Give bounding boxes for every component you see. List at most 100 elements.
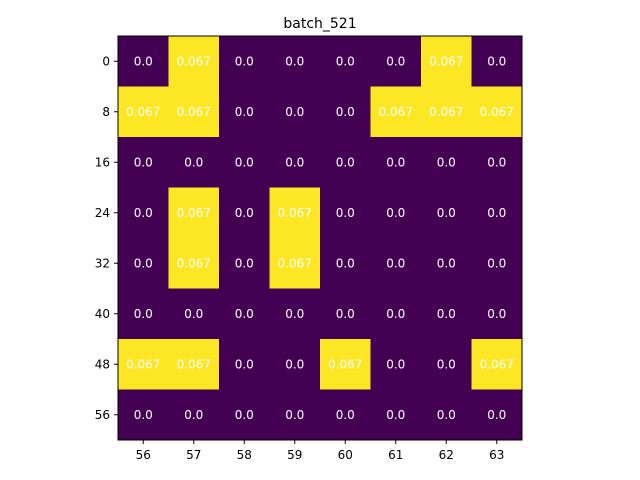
cell-value-label: 0.0	[487, 307, 506, 321]
cell-value-label: 0.0	[235, 206, 254, 220]
cell-value-label: 0.0	[285, 155, 304, 169]
heatmap-cell	[471, 238, 523, 289]
heatmap-cell	[320, 187, 371, 239]
chart-title: batch_521	[283, 16, 356, 32]
y-tick-label: 0	[102, 54, 110, 68]
y-tick-label: 8	[102, 105, 110, 119]
x-tick-label: 63	[489, 448, 504, 462]
cell-value-label: 0.067	[480, 357, 514, 371]
cell-value-label: 0.067	[278, 206, 312, 220]
heatmap-cell	[320, 288, 371, 340]
cell-value-label: 0.0	[386, 155, 405, 169]
cell-value-label: 0.0	[184, 408, 203, 422]
cell-value-label: 0.0	[336, 155, 355, 169]
cell-value-label: 0.0	[134, 155, 153, 169]
x-tick-label: 61	[388, 448, 403, 462]
cell-value-label: 0.0	[285, 408, 304, 422]
cell-value-label: 0.067	[177, 206, 211, 220]
heatmap-cell	[421, 187, 472, 239]
y-axis: 0 8 16 24 32 40 48 56	[95, 54, 118, 422]
heatmap-cell	[471, 187, 523, 239]
heatmap-cell	[471, 288, 523, 340]
heatmap-cell	[471, 36, 523, 87]
cell-value-label: 0.067	[379, 105, 413, 119]
x-tick-label: 56	[136, 448, 151, 462]
cell-value-label: 0.067	[328, 357, 362, 371]
cell-value-label: 0.0	[134, 206, 153, 220]
cell-value-label: 0.0	[235, 307, 254, 321]
y-tick-label: 16	[95, 155, 110, 169]
heatmap-cell	[269, 339, 321, 390]
cell-value-label: 0.067	[429, 54, 463, 68]
cell-value-label: 0.0	[437, 307, 456, 321]
cell-value-label: 0.067	[480, 105, 514, 119]
cell-value-label: 0.0	[336, 54, 355, 68]
heatmap-cell	[118, 36, 169, 87]
cell-value-label: 0.0	[285, 105, 304, 119]
cell-value-label: 0.0	[487, 206, 506, 220]
heatmap-cell-labels: 0.0 0.067 0.0 0.0 0.0 0.0 0.067 0.0 0.067 0.067 0.…	[126, 54, 514, 422]
heatmap-cell	[118, 187, 169, 239]
y-tick-label: 24	[95, 206, 110, 220]
heatmap-cell	[320, 339, 371, 390]
cell-value-label: 0.067	[177, 54, 211, 68]
cell-value-label: 0.0	[336, 408, 355, 422]
heatmap-cell	[168, 36, 220, 87]
heatmap-cell	[471, 339, 523, 390]
heatmap-cells	[118, 36, 523, 441]
heatmap-cell	[421, 288, 472, 340]
x-tick-label: 62	[439, 448, 454, 462]
heatmap-cell	[370, 238, 422, 289]
heatmap-cell	[168, 187, 220, 239]
cell-value-label: 0.0	[386, 357, 405, 371]
heatmap-cell	[370, 187, 422, 239]
heatmap-cell	[118, 238, 169, 289]
y-tick-label: 48	[95, 357, 110, 371]
heatmap-cell	[471, 389, 523, 441]
cell-value-label: 0.0	[336, 307, 355, 321]
heatmap-cell	[421, 339, 472, 390]
heatmap-cell	[421, 238, 472, 289]
heatmap-cell	[269, 137, 321, 188]
heatmap-cell	[370, 339, 422, 390]
y-tick-label: 32	[95, 256, 110, 270]
heatmap-cell	[421, 137, 472, 188]
cell-value-label: 0.0	[336, 206, 355, 220]
x-tick-label: 59	[287, 448, 302, 462]
cell-value-label: 0.0	[386, 307, 405, 321]
heatmap-cell	[118, 86, 169, 138]
cell-value-label: 0.0	[336, 256, 355, 270]
heatmap-cell	[219, 389, 270, 441]
heatmap-cell	[471, 86, 523, 138]
heatmap-cell	[118, 339, 169, 390]
cell-value-label: 0.0	[386, 256, 405, 270]
heatmap-cell	[118, 288, 169, 340]
heatmap-cell	[269, 389, 321, 441]
y-tick-label: 56	[95, 408, 110, 422]
heatmap-cell	[370, 86, 422, 138]
heatmap-cell	[370, 389, 422, 441]
heatmap-cell	[219, 187, 270, 239]
cell-value-label: 0.0	[134, 256, 153, 270]
cell-value-label: 0.0	[134, 408, 153, 422]
x-axis: 56 57 58 59 60 61 62 63	[136, 440, 504, 462]
cell-value-label: 0.0	[184, 307, 203, 321]
cell-value-label: 0.067	[126, 357, 160, 371]
cell-value-label: 0.0	[437, 256, 456, 270]
x-tick-label: 57	[186, 448, 201, 462]
cell-value-label: 0.0	[235, 54, 254, 68]
heatmap-cell	[168, 288, 220, 340]
heatmap-cell	[370, 36, 422, 87]
cell-value-label: 0.067	[278, 256, 312, 270]
cell-value-label: 0.0	[184, 155, 203, 169]
heatmap-cell	[320, 86, 371, 138]
cell-value-label: 0.067	[177, 256, 211, 270]
cell-value-label: 0.0	[235, 256, 254, 270]
heatmap-cell	[269, 86, 321, 138]
heatmap-cell	[219, 86, 270, 138]
heatmap-cell	[168, 389, 220, 441]
cell-value-label: 0.0	[336, 105, 355, 119]
cell-value-label: 0.0	[386, 54, 405, 68]
cell-value-label: 0.0	[437, 206, 456, 220]
cell-value-label: 0.0	[487, 155, 506, 169]
